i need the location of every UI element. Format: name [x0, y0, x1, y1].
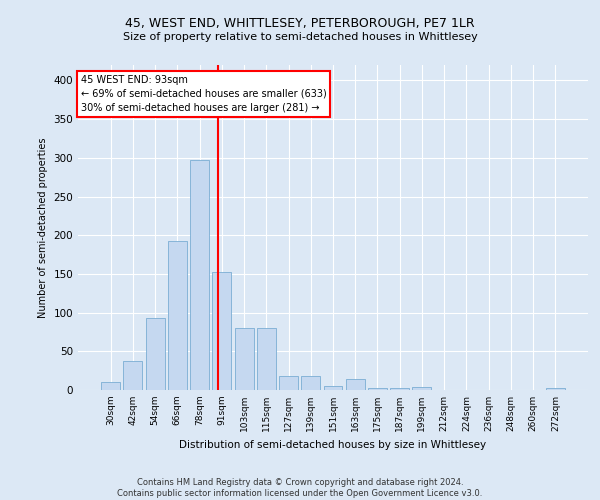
Bar [190, 160, 209, 390]
Bar [279, 376, 298, 390]
Bar [390, 388, 409, 390]
X-axis label: Distribution of semi-detached houses by size in Whittlesey: Distribution of semi-detached houses by … [179, 440, 487, 450]
Bar [101, 382, 120, 390]
Text: Contains HM Land Registry data © Crown copyright and database right 2024.
Contai: Contains HM Land Registry data © Crown c… [118, 478, 482, 498]
Bar [346, 379, 365, 390]
Text: Size of property relative to semi-detached houses in Whittlesey: Size of property relative to semi-detach… [122, 32, 478, 42]
Bar [301, 376, 320, 390]
Bar [168, 242, 187, 390]
Bar [146, 318, 164, 390]
Bar [235, 328, 254, 390]
Bar [257, 328, 276, 390]
Y-axis label: Number of semi-detached properties: Number of semi-detached properties [38, 137, 48, 318]
Text: 45, WEST END, WHITTLESEY, PETERBOROUGH, PE7 1LR: 45, WEST END, WHITTLESEY, PETERBOROUGH, … [125, 18, 475, 30]
Bar [323, 386, 343, 390]
Text: 45 WEST END: 93sqm
← 69% of semi-detached houses are smaller (633)
30% of semi-d: 45 WEST END: 93sqm ← 69% of semi-detache… [80, 74, 326, 113]
Bar [546, 388, 565, 390]
Bar [212, 272, 231, 390]
Bar [124, 360, 142, 390]
Bar [368, 388, 387, 390]
Bar [412, 387, 431, 390]
